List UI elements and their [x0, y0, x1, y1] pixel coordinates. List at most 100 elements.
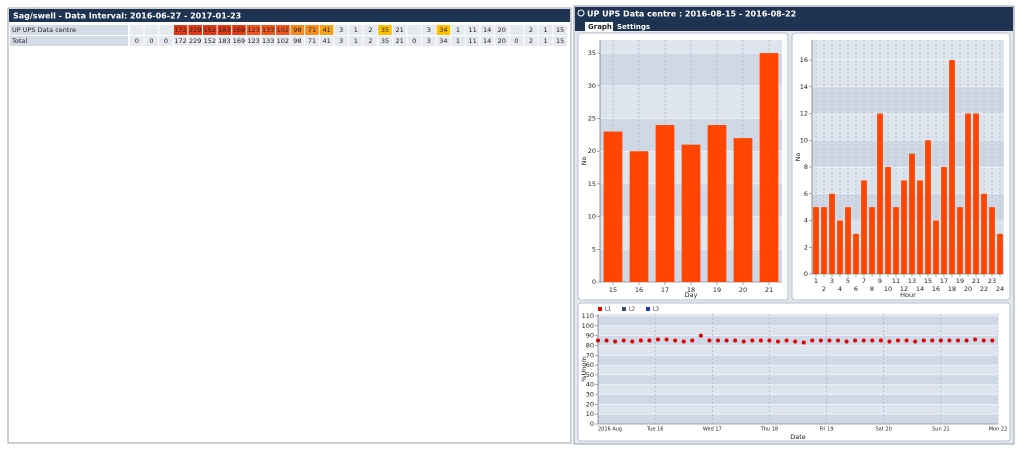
cell: [465, 36, 480, 46]
cell: [144, 25, 159, 35]
point: [810, 338, 815, 343]
point: [853, 338, 858, 343]
point: [776, 339, 780, 344]
cell-value: 41: [322, 26, 330, 34]
bar: [997, 233, 1003, 274]
cell-value: 15: [556, 26, 564, 34]
grid-band: [598, 315, 998, 326]
cell: [305, 25, 319, 35]
point: [930, 338, 935, 343]
cell: [203, 25, 217, 35]
tab[interactable]: Graph: [588, 23, 612, 31]
cell-value: 35: [381, 37, 389, 45]
grid-band: [812, 140, 1004, 168]
cell: [276, 36, 290, 46]
cell-value: 1: [354, 37, 358, 45]
x-tick-label: Tue 16: [646, 427, 664, 433]
bar: [603, 131, 623, 282]
row-label: UP UPS Data centre: [12, 26, 76, 34]
grid-band: [598, 335, 998, 346]
x-tick-label: 12: [900, 285, 908, 293]
cell-value: 11: [468, 37, 476, 45]
cell-value: 34: [439, 26, 447, 34]
point: [784, 338, 789, 343]
cell: [553, 25, 567, 35]
tab-bg[interactable]: [585, 22, 613, 32]
x-tick-label: 22: [980, 285, 988, 293]
cell-value: 20: [498, 37, 506, 45]
cell-value: 0: [135, 37, 139, 45]
y-tick-label: 35: [588, 49, 596, 57]
y-tick-label: 25: [588, 114, 596, 122]
cell: [159, 25, 173, 35]
point: [604, 338, 609, 343]
cell-value: 3: [339, 26, 343, 34]
y-tick-label: 14: [800, 83, 808, 91]
cell: [495, 36, 509, 46]
cell: [246, 25, 261, 35]
x-tick-label: 15: [924, 277, 932, 285]
bar: [893, 207, 899, 274]
cell: [130, 25, 144, 35]
y-tick-label: 110: [582, 312, 594, 320]
bar: [655, 125, 675, 282]
point: [896, 338, 900, 343]
legend-label: L3: [653, 307, 659, 313]
cell: [290, 25, 305, 35]
y-axis-label: %Unom: [580, 356, 588, 381]
y-tick-label: 12: [800, 110, 808, 118]
point: [613, 339, 618, 344]
cell: [203, 36, 217, 46]
point: [690, 338, 695, 343]
legend-label: L2: [629, 307, 635, 313]
cell-value: 152: [204, 26, 216, 34]
x-tick-label: 20: [739, 286, 747, 294]
right-title-bar: [575, 7, 1013, 31]
y-tick-label: 10: [800, 136, 808, 144]
bar: [965, 113, 971, 275]
y-tick-label: 30: [586, 391, 594, 399]
cell-value: 229: [189, 26, 201, 34]
bar: [861, 180, 867, 274]
y-tick-label: 5: [592, 245, 596, 253]
x-tick-label: 15: [609, 286, 617, 294]
y-tick-label: 60: [586, 361, 594, 369]
cell: [495, 25, 509, 35]
grid-band: [598, 394, 998, 405]
cell: [173, 25, 188, 35]
cell: [422, 25, 436, 35]
cell-value: 3: [339, 37, 343, 45]
y-tick-label: 6: [804, 190, 808, 198]
point: [596, 338, 600, 343]
cell-value: 71: [308, 37, 316, 45]
x-tick-label: 18: [687, 286, 695, 294]
y-tick-label: 30: [588, 82, 596, 90]
cell-value: 35: [381, 26, 389, 34]
bar: [759, 53, 779, 282]
cell-value: 14: [483, 37, 491, 45]
x-tick-label: 16: [932, 285, 940, 293]
cell: [509, 36, 524, 46]
point: [767, 338, 772, 343]
y-tick-label: 20: [586, 400, 594, 408]
legend-label: L1: [605, 307, 611, 313]
bar: [845, 207, 851, 274]
cell: [261, 25, 275, 35]
point: [664, 337, 669, 342]
x-tick-label: 23: [988, 277, 996, 285]
tab[interactable]: Settings: [617, 23, 650, 31]
y-tick-label: 15: [588, 180, 596, 188]
point: [818, 338, 823, 343]
cell-value: 172: [174, 26, 186, 34]
bar: [829, 193, 835, 274]
cell: [378, 36, 392, 46]
cell: [480, 36, 494, 46]
y-tick-label: 70: [586, 351, 594, 359]
cell: [451, 25, 465, 35]
bar: [821, 207, 827, 274]
cell-value: 133: [262, 37, 274, 45]
grid-band: [812, 86, 1004, 114]
cell-value: 123: [247, 26, 259, 34]
point: [913, 339, 918, 344]
x-tick-label: 19: [956, 277, 964, 285]
